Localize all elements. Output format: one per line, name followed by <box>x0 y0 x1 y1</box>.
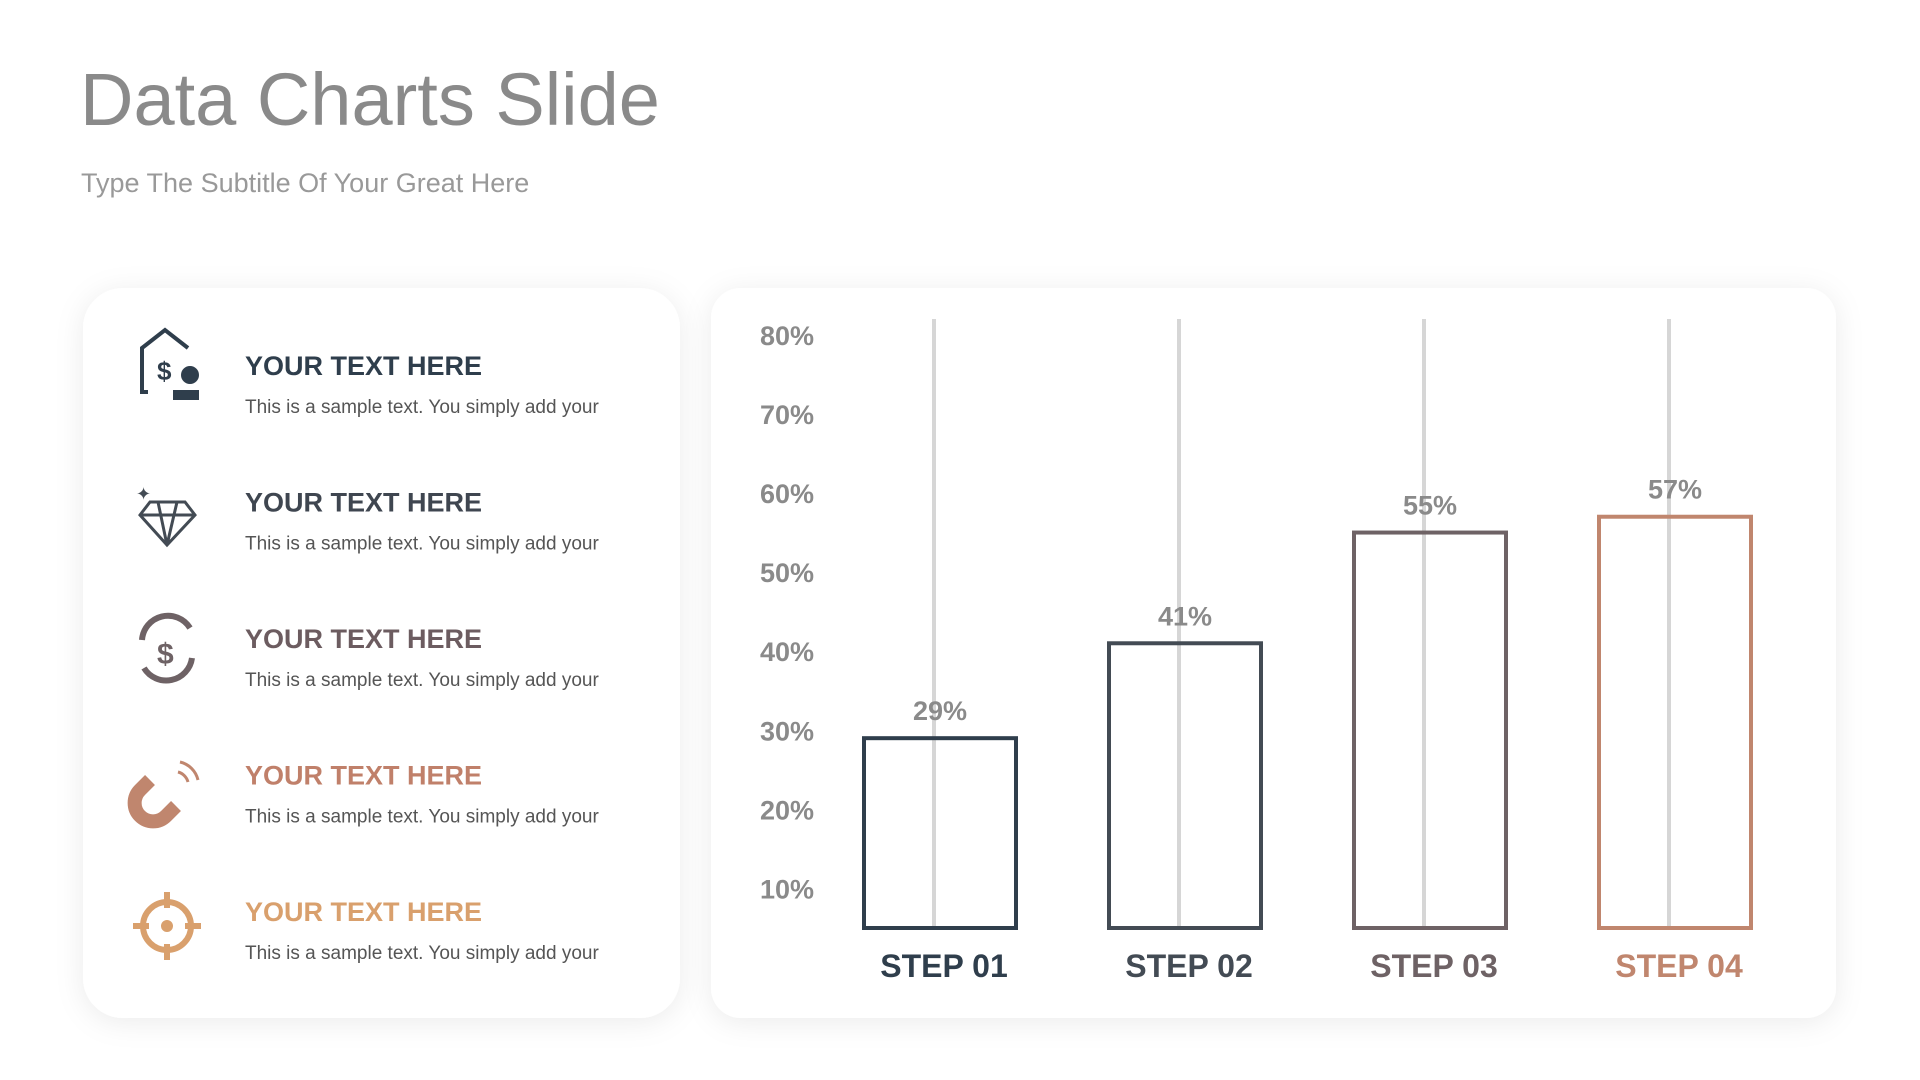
y-tick-label: 10% <box>760 874 814 904</box>
item-text: This is a sample text. You simply add yo… <box>245 807 599 828</box>
icon-diamond: ✦ <box>136 484 197 548</box>
item-heading: YOUR TEXT HERE <box>245 351 482 381</box>
value-label: 29% <box>913 696 967 726</box>
value-label: 55% <box>1403 491 1457 521</box>
subtitle: Type The Subtitle Of Your Great Here <box>81 168 529 198</box>
bar <box>862 736 1018 930</box>
svg-text:$: $ <box>157 356 172 386</box>
bar <box>1107 641 1263 930</box>
value-label: 57% <box>1648 475 1702 505</box>
y-tick-label: 20% <box>760 795 814 825</box>
chart-card <box>711 288 1836 1018</box>
bar <box>1352 530 1508 931</box>
value-label: 41% <box>1158 601 1212 631</box>
y-tick-label: 30% <box>760 716 814 746</box>
x-tick-label: STEP 02 <box>1125 948 1252 984</box>
y-tick-label: 60% <box>760 479 814 509</box>
x-tick-label: STEP 01 <box>880 948 1007 984</box>
bar-chart: 10% 20% 30% 40% 50% 60% 70% 80% 29% STEP 01 41% STE… <box>760 319 1753 984</box>
list-card <box>83 288 680 1018</box>
icon-magnet <box>127 760 200 829</box>
item-heading: YOUR TEXT HERE <box>245 761 482 791</box>
title: Data Charts Slide <box>80 58 660 141</box>
y-tick-label: 50% <box>760 558 814 588</box>
icon-target <box>133 892 201 960</box>
x-tick-label: STEP 04 <box>1615 948 1743 984</box>
item-heading: YOUR TEXT HERE <box>245 624 482 654</box>
y-tick-label: 40% <box>760 637 814 667</box>
item-text: This is a sample text. You simply add yo… <box>245 534 599 555</box>
bar <box>1597 514 1753 931</box>
svg-text:$: $ <box>157 638 174 671</box>
item-list: YOUR TEXT HERE This is a sample text. You… <box>245 351 599 964</box>
y-tick-label: 70% <box>760 400 814 430</box>
x-tick-label: STEP 03 <box>1370 948 1497 984</box>
y-tick-label: 80% <box>760 321 814 351</box>
item-text: This is a sample text. You simply add yo… <box>245 943 599 964</box>
icon-house: $ <box>140 327 199 400</box>
icon-exchange: $ <box>139 612 195 684</box>
item-heading: YOUR TEXT HERE <box>245 897 482 927</box>
item-text: This is a sample text. You simply add yo… <box>245 670 599 691</box>
item-heading: YOUR TEXT HERE <box>245 488 482 518</box>
item-text: This is a sample text. You simply add yo… <box>245 397 599 418</box>
svg-text:✦: ✦ <box>136 484 151 504</box>
